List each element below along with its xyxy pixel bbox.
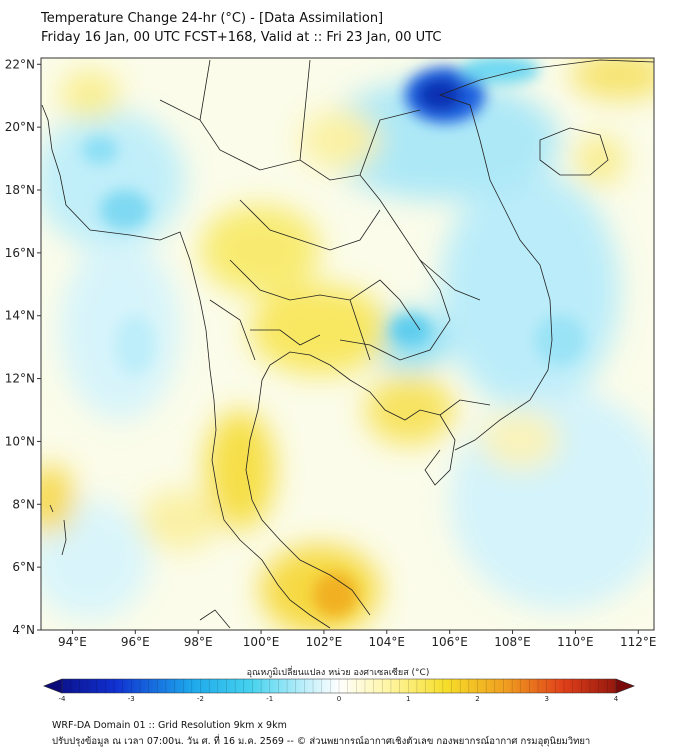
colorbar-tick-label: -3: [128, 695, 135, 703]
plot-frame: [40, 57, 655, 631]
lat-tick-label: 20°N: [5, 120, 35, 134]
lon-tick-label: 100°E: [243, 635, 280, 649]
colorbar: -4 -3 -2 -1 0 1 2 3 4: [43, 678, 635, 703]
footer-update-info: ปรับปรุงข้อมูล ณ เวลา 07:00น. วัน ศ. ที่…: [52, 736, 591, 747]
longitude-axis: 94°E 96°E 98°E 100°E 102°E 104°E 106°E 108°E 110…: [58, 630, 657, 649]
lat-tick-label: 22°N: [5, 57, 35, 71]
colorbar-label: อุณหภูมิเปลี่ยนแปลง หน่วย องศาเซลเซียส (…: [246, 668, 430, 678]
lon-tick-label: 94°E: [58, 635, 87, 649]
lon-tick-label: 102°E: [306, 635, 343, 649]
colorbar-tick-label: -2: [197, 695, 204, 703]
chart-title-line1: Temperature Change 24-hr (°C) - [Data As…: [41, 11, 384, 26]
colorbar-tick-label: 3: [545, 695, 549, 703]
lon-tick-label: 108°E: [494, 635, 531, 649]
lat-tick-label: 16°N: [5, 246, 35, 260]
lon-tick-label: 96°E: [121, 635, 150, 649]
coastline-borders: [41, 59, 654, 629]
lat-tick-label: 18°N: [5, 183, 35, 197]
colorbar-tick-label: 0: [337, 695, 341, 703]
lat-tick-label: 12°N: [5, 372, 35, 386]
lat-tick-label: 14°N: [5, 309, 35, 323]
colorbar-tick-label: -1: [266, 695, 273, 703]
lon-tick-label: 104°E: [369, 635, 406, 649]
lon-tick-label: 110°E: [557, 635, 594, 649]
colorbar-tick-label: 4: [614, 695, 619, 703]
lon-tick-label: 98°E: [184, 635, 213, 649]
latitude-axis: 22°N 20°N 18°N 16°N 14°N 12°N 10°N 8°N 6°N 4°N: [5, 57, 41, 637]
lat-tick-label: 10°N: [5, 434, 35, 448]
colorbar-tick-label: 1: [406, 695, 410, 703]
lat-tick-label: 6°N: [12, 560, 35, 574]
footer-model-info: WRF-DA Domain 01 :: Grid Resolution 9km …: [52, 720, 287, 731]
lat-tick-label: 8°N: [12, 497, 35, 511]
lon-tick-label: 112°E: [620, 635, 657, 649]
lon-tick-label: 106°E: [431, 635, 468, 649]
colorbar-tick-label: -4: [59, 695, 67, 703]
temperature-field: [41, 58, 654, 630]
lat-tick-label: 4°N: [12, 623, 35, 637]
colorbar-tick-label: 2: [475, 695, 479, 703]
chart-title-line2: Friday 16 Jan, 00 UTC FCST+168, Valid at…: [41, 30, 442, 45]
